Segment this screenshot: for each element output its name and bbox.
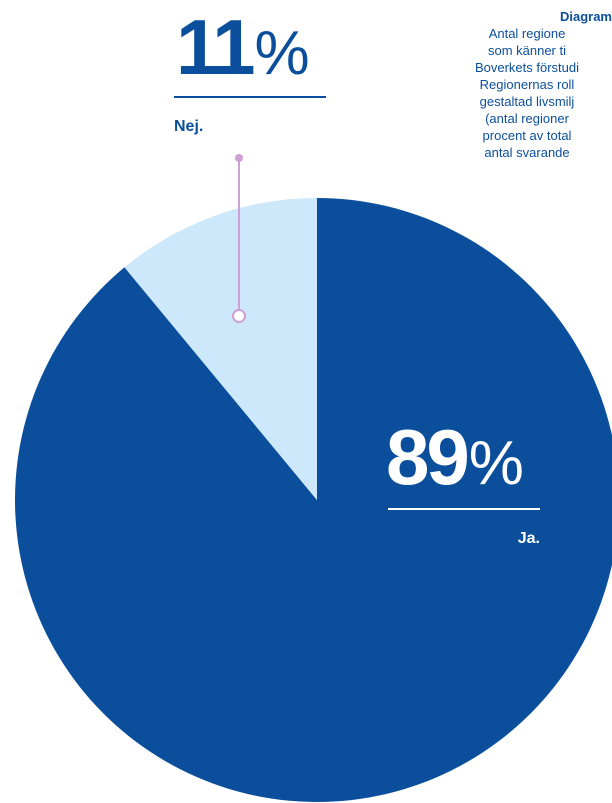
leader-ring [232,309,246,323]
caption-line: Antal regione [488,26,566,41]
caption-line: gestaltad livsmilj [479,94,575,109]
nej-percent-sign: % [254,19,310,88]
ja-percent-label: 89% [386,418,524,503]
caption-line: Regionernas roll [479,77,575,92]
leader-dot [235,154,243,162]
chart-caption: Diagram Antal regione som känner ti Bove… [442,8,612,161]
caption-line: (antal regioner [485,111,569,126]
nej-divider [174,96,326,98]
nej-percent-value: 11 [176,3,255,91]
nej-percent-label: 11% [176,8,310,93]
caption-title: Diagram [559,9,612,24]
ja-category-label: Ja. [517,530,540,547]
ja-divider [388,508,540,510]
ja-percent-value: 89 [386,413,470,501]
nej-category-label: Nej. [174,118,204,135]
pie-slice-ja [15,198,612,802]
caption-line: som känner ti [487,43,567,58]
caption-line: procent av total [482,128,572,143]
caption-line: Boverkets förstudi [474,60,580,75]
ja-percent-sign: % [468,429,524,498]
caption-line: antal svarande [484,145,570,160]
pie-slice-nej [124,198,317,500]
